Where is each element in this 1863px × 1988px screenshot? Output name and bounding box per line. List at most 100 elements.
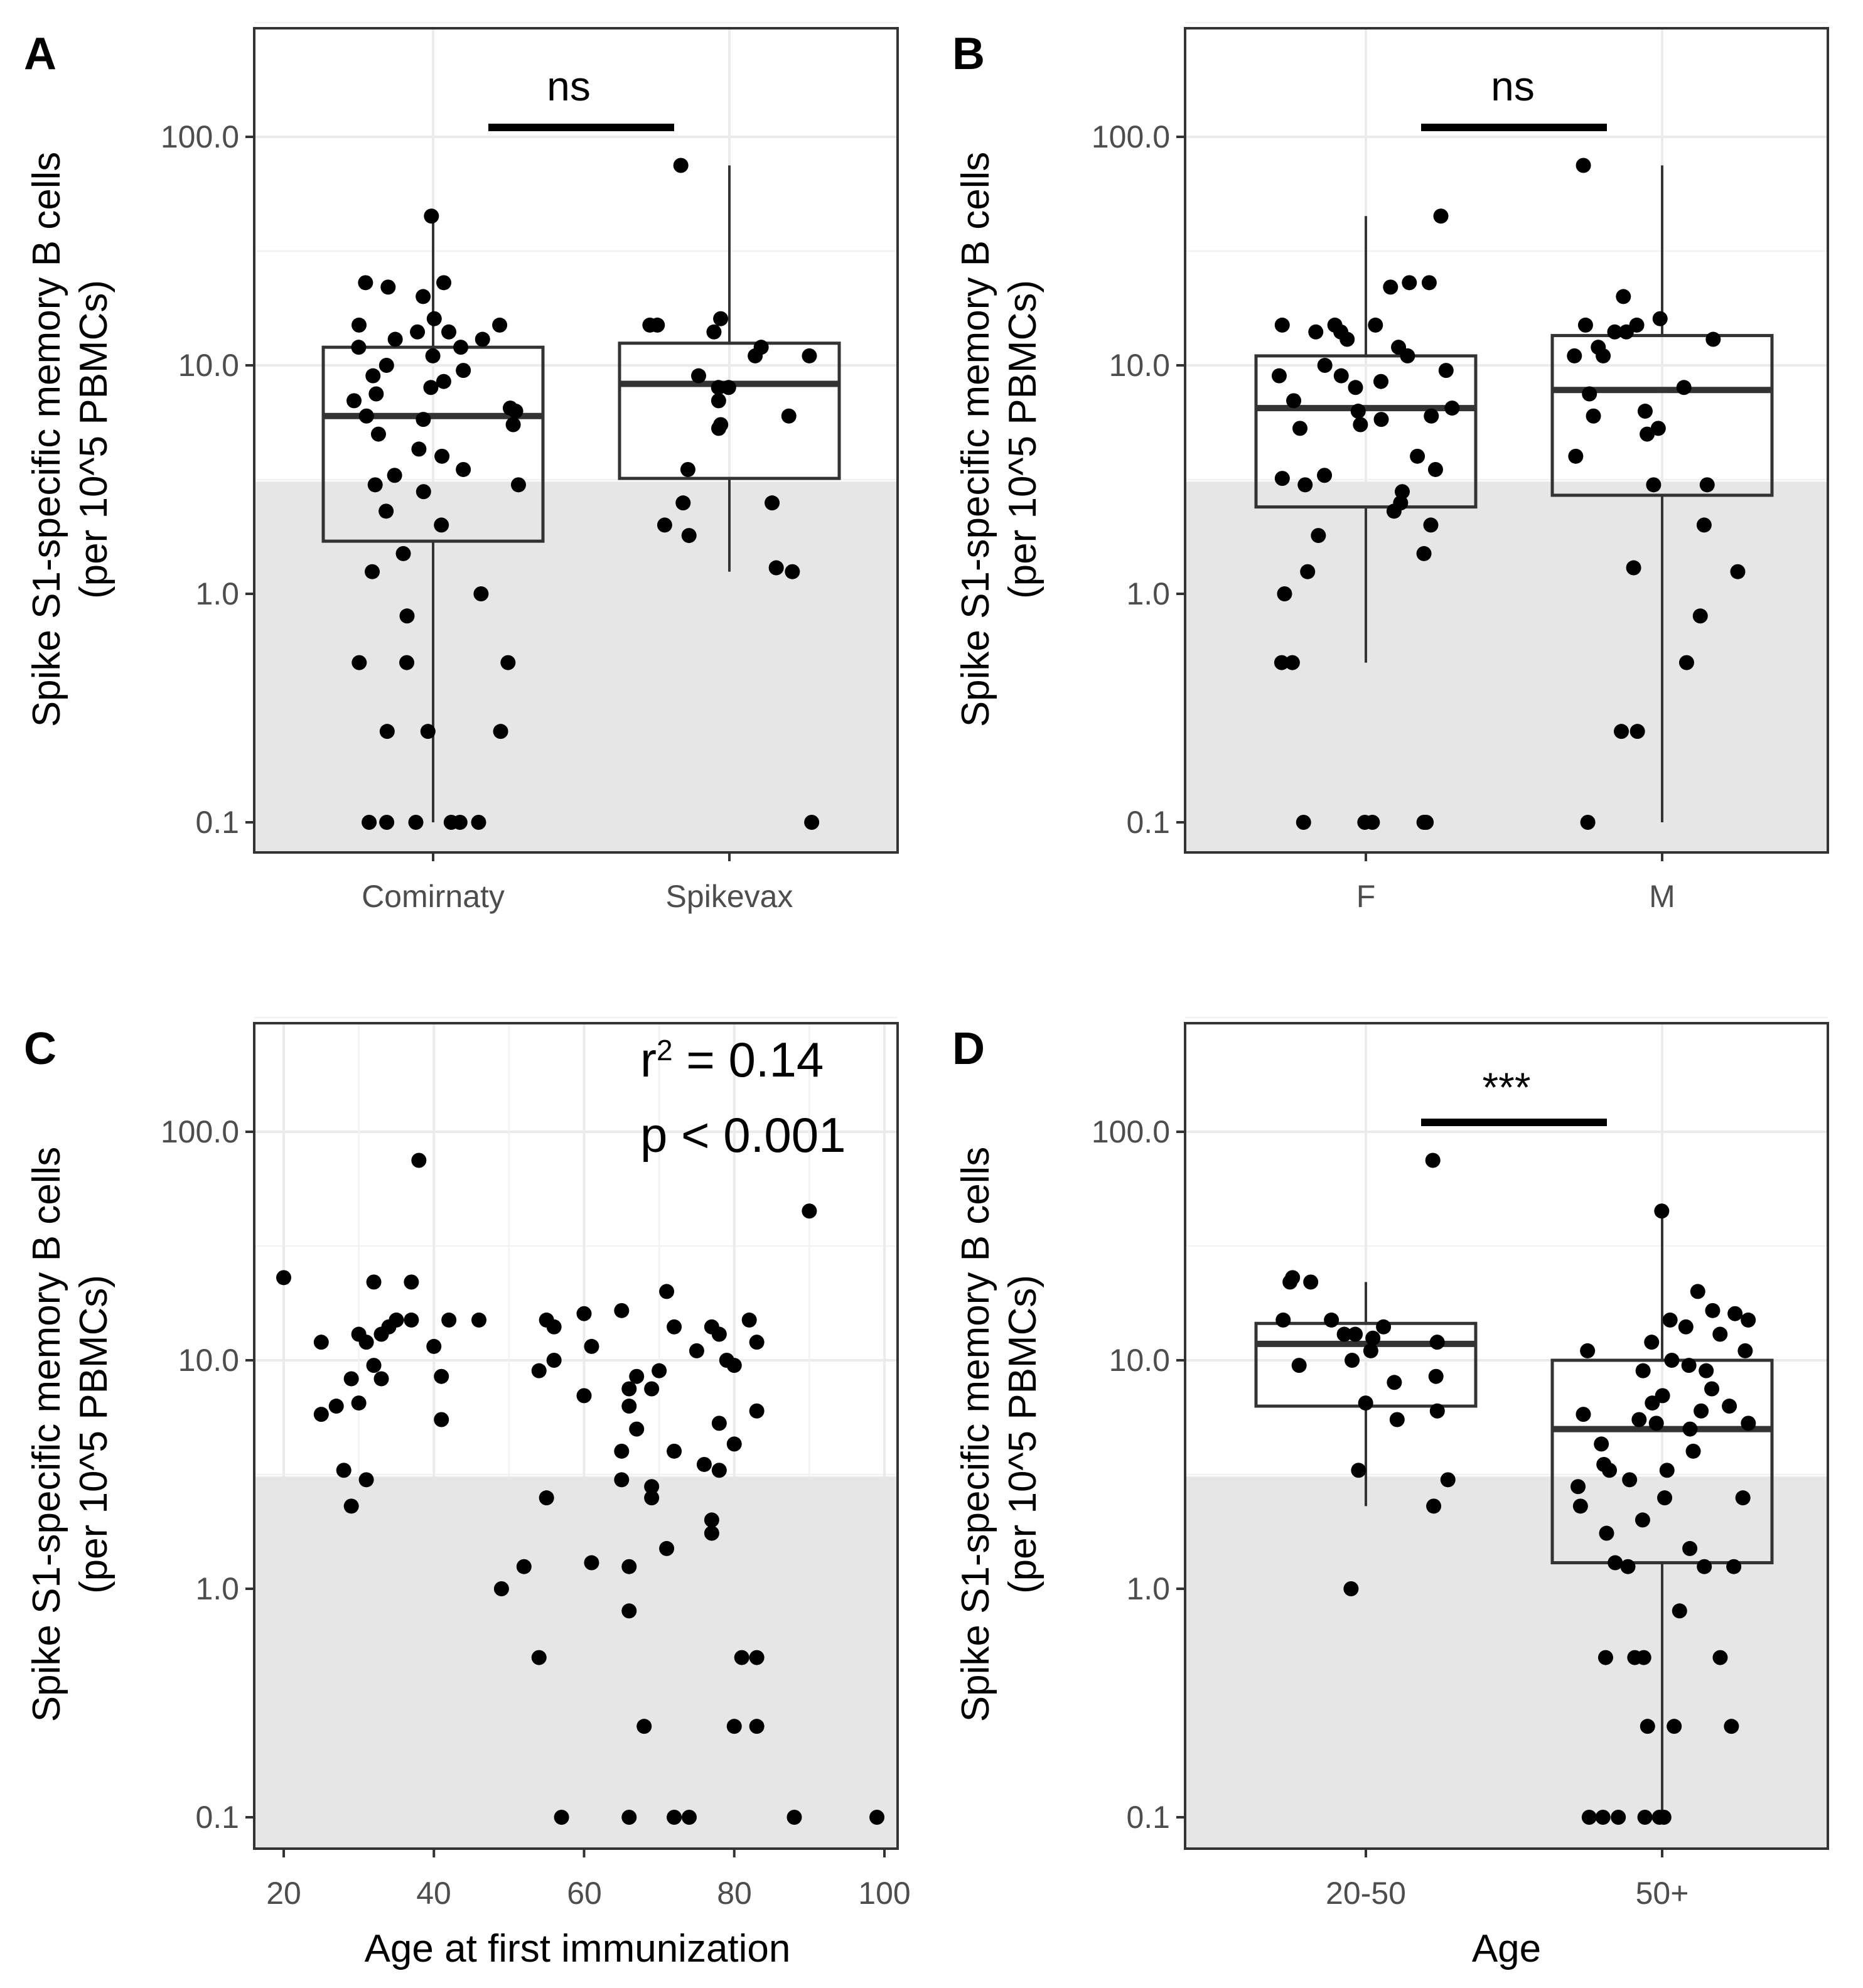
- y-tick-label: 10.0: [1109, 348, 1170, 383]
- data-point: [441, 324, 457, 340]
- data-point: [1297, 477, 1313, 493]
- x-tick-label-60: 60: [567, 1876, 602, 1911]
- data-point: [1389, 1412, 1405, 1427]
- data-point: [473, 586, 489, 601]
- data-point: [584, 1338, 599, 1354]
- data-point: [657, 517, 672, 533]
- data-point: [1308, 324, 1324, 340]
- data-point: [1424, 408, 1439, 424]
- data-point: [554, 1810, 569, 1825]
- data-point: [1357, 815, 1373, 830]
- data-point: [1292, 421, 1308, 436]
- x-tick-label-100: 100: [858, 1876, 910, 1911]
- panel-b: B Spike S1-specific memory B cells (per …: [952, 21, 1829, 914]
- data-point: [358, 408, 374, 424]
- data-point: [1586, 408, 1601, 424]
- data-point: [1635, 1363, 1651, 1378]
- data-point: [436, 275, 452, 291]
- data-point: [546, 1353, 562, 1368]
- r-squared-exponent: 2: [657, 1034, 673, 1067]
- data-point: [508, 404, 523, 419]
- data-point: [1724, 1719, 1739, 1734]
- x-tick-label-20-50: 20-50: [1326, 1876, 1406, 1911]
- data-point: [453, 340, 469, 355]
- data-point: [313, 1407, 329, 1422]
- data-point: [1644, 1335, 1660, 1350]
- below-threshold-region: [1185, 1476, 1828, 1849]
- data-point: [1428, 1368, 1444, 1384]
- data-point: [1678, 655, 1694, 670]
- data-point: [1676, 380, 1692, 395]
- data-point: [1727, 1306, 1743, 1321]
- data-point: [667, 1810, 682, 1825]
- data-point: [787, 1810, 802, 1825]
- data-point: [434, 1412, 449, 1427]
- data-point: [768, 560, 784, 576]
- data-point: [492, 317, 508, 333]
- x-tick-label-comirnaty: Comirnaty: [362, 879, 505, 914]
- data-point: [1631, 1412, 1647, 1427]
- data-point: [1657, 1490, 1673, 1506]
- significance-label-a: ns: [547, 63, 591, 109]
- y-tick-label: 100.0: [161, 1114, 239, 1149]
- data-point: [726, 1358, 742, 1373]
- data-point: [373, 1371, 389, 1387]
- panel-a: A Spike S1-specific memory B cells (per …: [24, 21, 899, 914]
- data-point: [726, 1436, 742, 1452]
- data-point: [368, 386, 384, 402]
- y-tick-label: 10.0: [178, 1343, 239, 1378]
- data-point: [621, 1399, 637, 1414]
- y-axis-title-line2: (per 10^5 PBMCs): [1001, 280, 1044, 599]
- data-point: [1410, 448, 1425, 464]
- y-axis-title-b: Spike S1-specific memory B cells (per 10…: [954, 152, 1044, 728]
- data-point: [410, 324, 426, 340]
- data-point: [1358, 1395, 1373, 1411]
- data-point: [1429, 1335, 1445, 1350]
- y-axis-title-d: Spike S1-specific memory B cells (per 10…: [954, 1147, 1044, 1722]
- data-point: [644, 1490, 660, 1506]
- data-point: [387, 331, 403, 347]
- data-point: [1317, 358, 1333, 373]
- y-tick-label: 100.0: [1092, 1114, 1170, 1149]
- data-point: [711, 393, 726, 409]
- data-point: [1438, 363, 1454, 379]
- data-point: [434, 448, 450, 464]
- data-point: [1627, 1650, 1643, 1665]
- data-point: [1699, 477, 1715, 493]
- data-point: [1421, 275, 1437, 291]
- r-squared-value: = 0.14: [673, 1032, 824, 1087]
- data-point: [1376, 1319, 1392, 1335]
- data-point: [1596, 348, 1611, 363]
- data-point: [704, 1525, 719, 1541]
- data-point: [1351, 1463, 1366, 1478]
- data-point: [673, 158, 689, 173]
- data-point: [1681, 1358, 1697, 1373]
- data-point: [614, 1443, 630, 1459]
- panel-letter-c: C: [24, 1024, 56, 1074]
- data-point: [546, 1319, 562, 1335]
- data-point: [1373, 412, 1389, 427]
- data-point: [351, 1395, 367, 1411]
- data-point: [1735, 1490, 1751, 1506]
- data-point: [1620, 1559, 1636, 1574]
- x-tick-label-40: 40: [416, 1876, 451, 1911]
- data-point: [1317, 468, 1333, 483]
- plot-frame: [253, 27, 899, 854]
- data-point: [869, 1810, 885, 1825]
- data-point: [1611, 1810, 1626, 1825]
- data-point: [358, 275, 373, 291]
- data-point: [1678, 1319, 1694, 1335]
- data-point: [681, 528, 697, 544]
- data-point: [539, 1490, 554, 1506]
- data-point: [1648, 1416, 1664, 1431]
- significance-label-d: ***: [1482, 1064, 1530, 1110]
- data-point: [1690, 1284, 1705, 1299]
- data-point: [1646, 477, 1662, 493]
- data-point: [471, 1312, 487, 1328]
- data-point: [1427, 461, 1443, 477]
- data-point: [1607, 324, 1623, 340]
- data-point: [1741, 1312, 1756, 1328]
- data-point: [652, 1363, 667, 1378]
- data-point: [516, 1559, 532, 1574]
